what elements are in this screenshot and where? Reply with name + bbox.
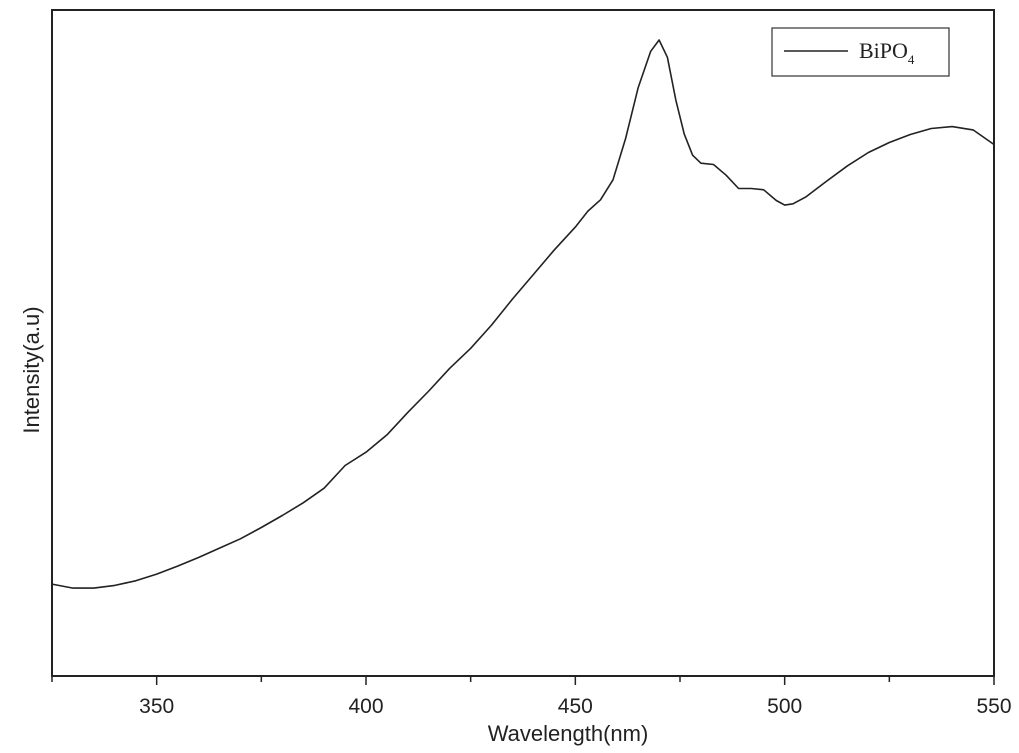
legend: BiPO4	[771, 27, 950, 77]
legend-label-subscript: 4	[908, 52, 915, 67]
legend-label-main: BiPO	[859, 38, 908, 63]
x-tick-label: 450	[558, 695, 593, 718]
legend-label: BiPO4	[859, 38, 915, 67]
x-tick-label: 400	[348, 695, 383, 718]
x-tick-label: 350	[139, 695, 174, 718]
x-tick-label: 500	[767, 695, 802, 718]
series-line-bipo4	[51, 39, 995, 589]
plot-area	[52, 10, 994, 676]
x-axis-title: Wavelength(nm)	[488, 721, 649, 746]
x-tick-label: 550	[976, 695, 1011, 718]
plot-frame	[51, 9, 995, 677]
legend-box	[771, 27, 950, 77]
y-axis-title: Intensity(a.u)	[19, 306, 44, 433]
